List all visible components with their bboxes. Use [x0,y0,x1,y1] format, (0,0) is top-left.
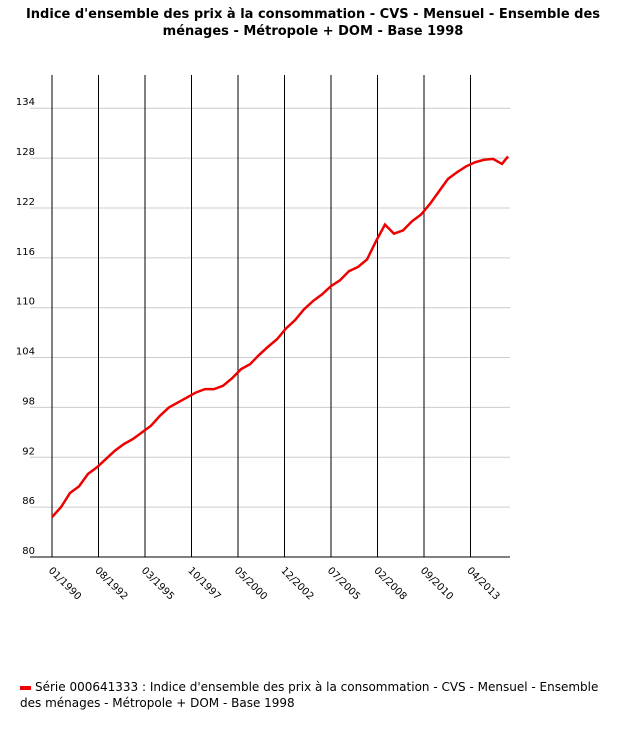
y-tick-label: 116 [16,247,35,258]
x-tick-label: 04/2013 [464,565,501,602]
x-tick-label: 03/1995 [139,565,176,602]
y-tick-label: 122 [16,197,35,208]
y-tick-label: 134 [16,97,35,108]
x-tick-label: 12/2002 [278,565,315,602]
x-tick-label: 05/2000 [232,565,269,602]
data-line [51,155,509,518]
y-tick-label: 128 [16,147,35,158]
chart: 80 86 92 98 104 110 116 122 128 134 01/1990 08/1992… [16,75,510,602]
y-tick-label: 98 [22,396,35,407]
y-tick-label: 80 [22,546,35,557]
x-tick-label: 10/1997 [185,565,222,602]
y-tick-label: 110 [16,297,35,308]
x-tick-label: 09/2010 [418,565,455,602]
y-tick-label: 104 [16,347,35,358]
legend-swatch [20,685,31,690]
legend-label: Série 000641333 : Indice d'ensemble des … [20,680,599,710]
x-tick-label: 08/1992 [92,565,129,602]
chart-title: Indice d'ensemble des prix à la consomma… [25,7,601,39]
legend: Série 000641333 : Indice d'ensemble des … [20,679,610,711]
y-tick-label: 86 [22,496,35,507]
x-tick-label: 02/2008 [371,565,408,602]
x-tick-label: 01/1990 [46,565,83,602]
x-tick-label: 07/2005 [325,565,362,602]
y-tick-label: 92 [22,446,35,457]
